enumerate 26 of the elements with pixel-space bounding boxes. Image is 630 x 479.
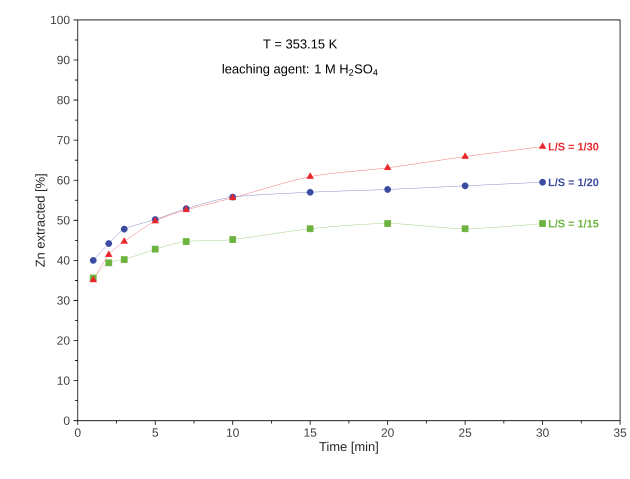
x-tick-label: 0 xyxy=(74,428,81,438)
y-tick-label: 10 xyxy=(58,376,70,386)
annotation: leaching agent: 1 M H$_{2}$SO$_{4}$ xyxy=(222,64,378,76)
x-tick-label: 10 xyxy=(226,428,239,438)
y-tick-label: 20 xyxy=(57,336,70,345)
x-tick-label: 30 xyxy=(536,428,549,438)
y-tick-label: 90 xyxy=(57,56,70,64)
y-tick-label: 80 xyxy=(57,96,70,105)
y-tick-label: 50 xyxy=(57,216,70,225)
x-axis-title: Time [min] xyxy=(319,442,378,454)
series-label: L/S = 1/20 xyxy=(548,178,598,187)
y-axis-title: Zn extracted [%] xyxy=(35,174,48,268)
y-tick-label: 60 xyxy=(57,176,70,185)
y-tick-label: 30 xyxy=(57,296,70,305)
y-tick-label: 70 xyxy=(57,136,70,145)
series-label: L/S = 1/30 xyxy=(548,142,598,151)
y-tick-label: 0 xyxy=(64,416,70,426)
x-tick-label: 5 xyxy=(152,428,158,437)
x-tick-label: 25 xyxy=(459,428,472,438)
x-tick-label: 15 xyxy=(304,428,316,437)
y-tick-label: 100 xyxy=(51,16,70,24)
y-tick-label: 40 xyxy=(57,256,70,265)
series-label: L/S = 1/15 xyxy=(548,220,598,228)
annotation: T = 353.15 K xyxy=(263,40,338,49)
x-tick-label: 35 xyxy=(614,428,626,438)
x-tick-label: 20 xyxy=(382,428,394,438)
